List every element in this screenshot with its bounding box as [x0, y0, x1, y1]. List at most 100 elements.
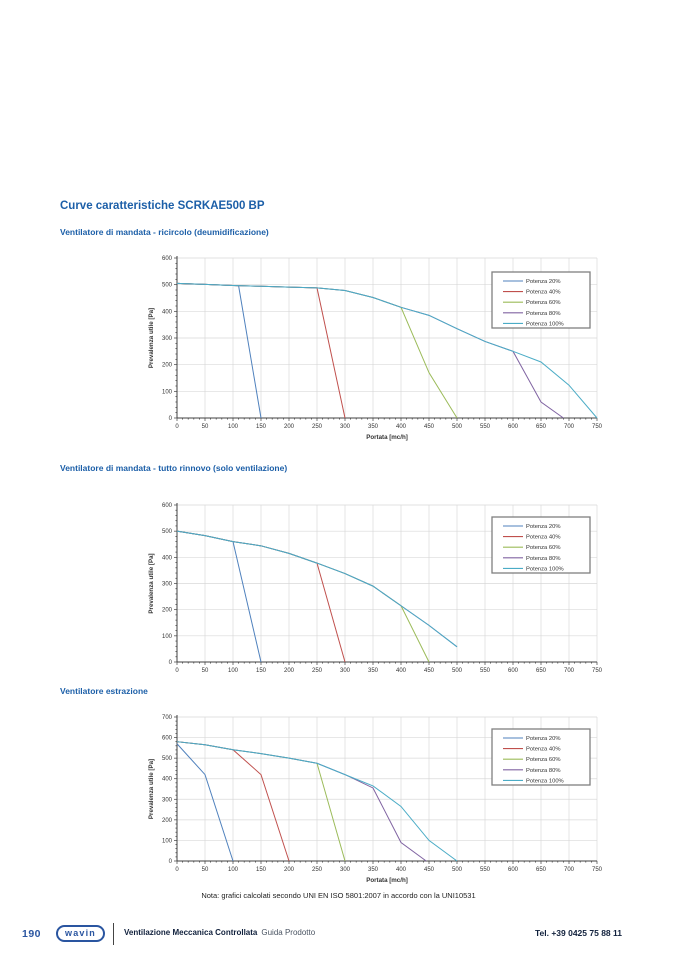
svg-text:650: 650: [536, 424, 547, 430]
svg-text:600: 600: [508, 668, 519, 674]
svg-text:550: 550: [480, 668, 491, 674]
svg-text:Prevalenza utile [Pa]: Prevalenza utile [Pa]: [148, 308, 155, 368]
svg-text:Potenza 40%: Potenza 40%: [526, 747, 560, 753]
svg-text:600: 600: [162, 736, 173, 742]
svg-text:0: 0: [175, 867, 179, 873]
footer-doc-title: Ventilazione Meccanica Controllata Guida …: [124, 928, 315, 937]
doc-subtitle-text: Guida Prodotto: [261, 928, 316, 937]
svg-text:350: 350: [368, 424, 379, 430]
svg-text:500: 500: [162, 283, 173, 289]
svg-text:500: 500: [162, 756, 173, 762]
doc-title-text: Ventilazione Meccanica Controllata: [124, 928, 258, 937]
svg-text:750: 750: [592, 867, 603, 873]
standards-note: Nota: grafici calcolati secondo UNI EN I…: [201, 891, 476, 900]
svg-text:200: 200: [284, 668, 295, 674]
svg-text:300: 300: [162, 336, 173, 342]
svg-text:Potenza 60%: Potenza 60%: [526, 300, 560, 306]
svg-text:Potenza 100%: Potenza 100%: [526, 778, 564, 784]
svg-text:200: 200: [162, 608, 173, 614]
svg-text:300: 300: [162, 582, 173, 588]
svg-text:100: 100: [228, 424, 239, 430]
svg-text:400: 400: [396, 668, 407, 674]
chart-mandata-rinnovo: 0 50 100 150 200 250 300 350 400 450 500 550 600 650 7…: [148, 503, 603, 674]
section-title-mandata-ricircolo: Ventilatore di mandata - ricircolo (deum…: [60, 227, 269, 237]
svg-text:750: 750: [592, 668, 603, 674]
svg-text:650: 650: [536, 668, 547, 674]
svg-text:Potenza 80%: Potenza 80%: [526, 768, 560, 774]
svg-text:400: 400: [162, 309, 173, 315]
svg-text:Potenza 80%: Potenza 80%: [526, 556, 560, 562]
svg-text:300: 300: [340, 867, 351, 873]
svg-text:100: 100: [162, 634, 173, 640]
svg-text:250: 250: [312, 668, 323, 674]
svg-text:200: 200: [162, 818, 173, 824]
svg-text:100: 100: [228, 867, 239, 873]
svg-text:700: 700: [162, 715, 173, 721]
wavin-logo: wavin: [56, 925, 106, 942]
svg-text:100: 100: [228, 668, 239, 674]
svg-text:Potenza 20%: Potenza 20%: [526, 524, 560, 530]
svg-text:350: 350: [368, 867, 379, 873]
svg-text:Potenza 40%: Potenza 40%: [526, 535, 560, 541]
svg-text:550: 550: [480, 424, 491, 430]
svg-text:50: 50: [202, 867, 209, 873]
svg-text:0: 0: [175, 668, 179, 674]
svg-text:150: 150: [256, 424, 267, 430]
svg-text:Potenza 40%: Potenza 40%: [526, 290, 560, 296]
svg-text:Portata [mc/h]: Portata [mc/h]: [366, 877, 408, 884]
svg-text:200: 200: [284, 424, 295, 430]
svg-text:450: 450: [424, 668, 435, 674]
svg-text:50: 50: [202, 668, 209, 674]
svg-text:550: 550: [480, 867, 491, 873]
svg-text:100: 100: [162, 389, 173, 395]
svg-text:400: 400: [162, 555, 173, 561]
footer-phone: Tel. +39 0425 75 88 11: [534, 928, 622, 938]
svg-text:Potenza 100%: Potenza 100%: [526, 566, 564, 572]
svg-text:0: 0: [169, 859, 173, 865]
svg-text:500: 500: [452, 424, 463, 430]
footer-divider: [113, 923, 114, 945]
svg-text:700: 700: [564, 668, 575, 674]
svg-text:Prevalenza utile [Pa]: Prevalenza utile [Pa]: [148, 759, 155, 819]
section-title-mandata-rinnovo: Ventilatore di mandata - tutto rinnovo (…: [60, 463, 288, 473]
svg-text:Prevalenza utile [Pa]: Prevalenza utile [Pa]: [148, 553, 155, 613]
svg-text:400: 400: [162, 777, 173, 783]
svg-text:600: 600: [508, 424, 519, 430]
svg-text:700: 700: [564, 867, 575, 873]
svg-text:100: 100: [162, 838, 173, 844]
page-title: Curve caratteristiche SCRKAE500 BP: [60, 200, 265, 212]
svg-text:600: 600: [162, 256, 173, 262]
svg-text:400: 400: [396, 424, 407, 430]
svg-text:Potenza 60%: Potenza 60%: [526, 545, 560, 551]
svg-text:Potenza 60%: Potenza 60%: [526, 757, 560, 763]
page-footer: 190 wavin Ventilazione Meccanica Control…: [0, 922, 677, 948]
svg-text:250: 250: [312, 424, 323, 430]
chart-estrazione: 0 50 100 150 200 250 300 350 400 450 500 550 600 650 7…: [148, 715, 603, 884]
svg-text:250: 250: [312, 867, 323, 873]
svg-text:450: 450: [424, 424, 435, 430]
svg-text:700: 700: [564, 424, 575, 430]
svg-text:0: 0: [169, 416, 173, 422]
svg-text:0: 0: [175, 424, 179, 430]
svg-text:500: 500: [452, 867, 463, 873]
svg-text:150: 150: [256, 668, 267, 674]
svg-text:300: 300: [162, 797, 173, 803]
svg-text:Potenza 100%: Potenza 100%: [526, 321, 564, 327]
svg-text:500: 500: [162, 529, 173, 535]
svg-text:Potenza 80%: Potenza 80%: [526, 311, 560, 317]
svg-text:200: 200: [284, 867, 295, 873]
chart-mandata-ricircolo: 0 50 100 150 200 250 300 350 400 450 500 550 600 650 7…: [148, 256, 603, 441]
svg-text:350: 350: [368, 668, 379, 674]
page-number: 190: [22, 928, 42, 940]
svg-text:300: 300: [340, 668, 351, 674]
svg-text:Potenza 20%: Potenza 20%: [526, 279, 560, 285]
svg-text:750: 750: [592, 424, 603, 430]
svg-text:400: 400: [396, 867, 407, 873]
section-title-estrazione: Ventilatore estrazione: [60, 686, 148, 696]
svg-text:650: 650: [536, 867, 547, 873]
svg-text:200: 200: [162, 363, 173, 369]
svg-text:500: 500: [452, 668, 463, 674]
svg-text:300: 300: [340, 424, 351, 430]
svg-text:Portata [mc/h]: Portata [mc/h]: [366, 434, 408, 441]
